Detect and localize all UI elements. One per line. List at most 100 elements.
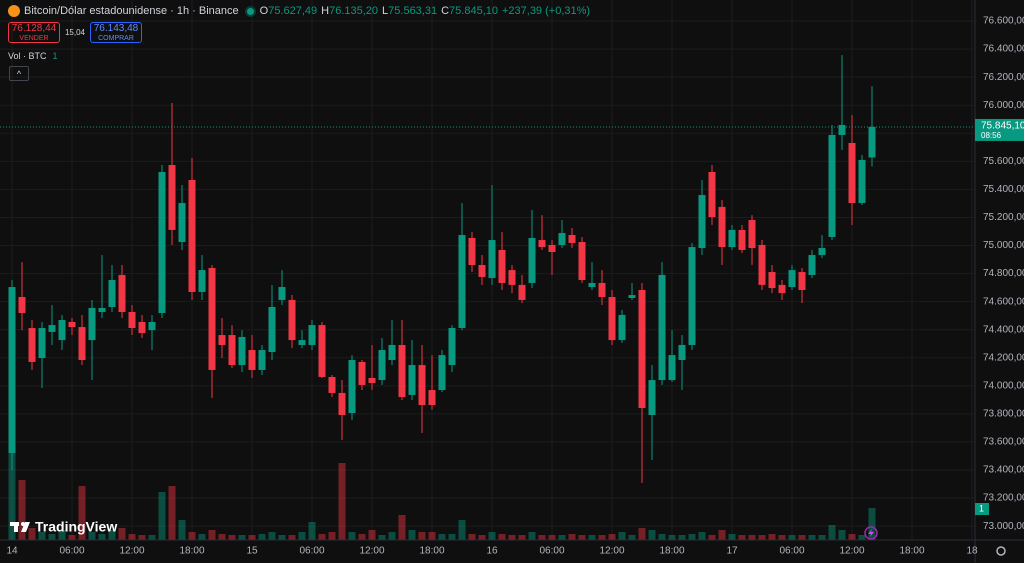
candle-body [198, 270, 206, 292]
candle-body [598, 282, 606, 298]
ohlc-value: 75.563,31 [388, 5, 438, 17]
volume-legend-label: Vol · BTC [8, 51, 47, 61]
candle-body [268, 306, 276, 353]
volume-bar [198, 534, 206, 540]
sell-price: 76.128,44 [11, 23, 57, 34]
last-price-label: 75.845,10 [981, 121, 1024, 132]
candle-body [258, 350, 266, 370]
x-tick-label: 06:00 [539, 546, 564, 557]
volume-bar [538, 535, 546, 540]
candle-body [218, 335, 226, 345]
watermark-text: TradingView [35, 519, 117, 535]
candle-body [478, 265, 486, 277]
volume-bar [448, 534, 456, 540]
candle-body [768, 272, 776, 289]
settings-icon[interactable] [996, 546, 1006, 556]
volume-bar [738, 535, 746, 540]
volume-bar [358, 534, 366, 540]
candle-body [658, 274, 666, 381]
candle-body [458, 234, 466, 329]
volume-bar [728, 534, 736, 540]
candle-body [308, 325, 316, 345]
watermark: TradingView [10, 519, 117, 535]
candle-body [568, 234, 576, 243]
candle-body [278, 287, 286, 300]
volume-bar [158, 492, 166, 540]
candle-body [538, 240, 546, 248]
alert-icon[interactable] [864, 526, 878, 540]
volume-bar [868, 508, 876, 540]
alert-icon-bolt [868, 529, 874, 537]
candle-body [298, 340, 306, 345]
volume-legend: Vol · BTC 1 [8, 51, 58, 61]
volume-bar [168, 486, 176, 540]
candle-body [368, 377, 376, 384]
volume-bar [118, 528, 126, 540]
candle-body [758, 244, 766, 285]
symbol-header: Bitcoin/Dólar estadounidense · 1h · Bina… [8, 5, 594, 17]
candle-body [638, 289, 646, 408]
spread: 15,04 [64, 28, 86, 37]
y-tick-label: 75.200,00 [983, 212, 1024, 223]
x-tick-label: 18 [966, 546, 978, 557]
volume-bar [398, 515, 406, 540]
volume-bar [618, 532, 626, 540]
candle-body [238, 336, 246, 366]
x-tick-label: 17 [726, 546, 738, 557]
y-tick-label: 75.600,00 [983, 156, 1024, 167]
candle-body [808, 255, 816, 275]
buy-button[interactable]: 76.143,48 COMPRAR [90, 22, 142, 43]
volume-bar [518, 535, 526, 540]
candle-body [798, 272, 806, 290]
volume-bar [78, 486, 86, 540]
collapse-button[interactable]: ^ [9, 66, 29, 81]
candle-body [748, 219, 756, 249]
volume-bar [138, 535, 146, 540]
candle-body [668, 355, 676, 381]
candle-body [78, 327, 86, 360]
candle-body [418, 365, 426, 406]
candle-body [138, 321, 146, 334]
candle-layer [0, 54, 975, 484]
volume-legend-value: 1 [52, 51, 58, 61]
candle-body [118, 274, 126, 313]
volume-bar [508, 535, 516, 540]
candle-body [718, 206, 726, 248]
x-tick-label: 18:00 [899, 546, 924, 557]
candle-body [628, 295, 636, 298]
symbol-title[interactable]: Bitcoin/Dólar estadounidense · 1h · Bina… [24, 5, 239, 17]
volume-bar [648, 530, 656, 540]
volume-bar [318, 534, 326, 540]
candle-body [58, 320, 66, 341]
candle-body [228, 335, 236, 366]
volume-bar [838, 530, 846, 540]
sell-button[interactable]: 76.128,44 VENDER [8, 22, 60, 43]
candle-body [868, 126, 876, 158]
candle-body [188, 180, 196, 292]
candle-body [448, 328, 456, 366]
x-tick-label: 15 [246, 546, 258, 557]
volume-bar [258, 534, 266, 540]
volume-bar [668, 535, 676, 540]
volume-bar [128, 534, 136, 540]
candle-body [578, 242, 586, 281]
ohlc-value: 75.845,10 [449, 5, 498, 17]
y-tick-label: 76.200,00 [983, 72, 1024, 83]
volume-bar [558, 535, 566, 540]
candle-body [828, 134, 836, 237]
volume-bar [798, 535, 806, 540]
volume-bar [438, 534, 446, 540]
volume-bar [248, 535, 256, 540]
candle-body [648, 380, 656, 415]
y-tick-label: 73.000,00 [983, 521, 1024, 532]
candle-body [508, 270, 516, 285]
candle-body [168, 164, 176, 230]
candle-body [488, 240, 496, 279]
y-tick-label: 74.200,00 [983, 352, 1024, 363]
candle-body [328, 376, 336, 393]
volume-bar [308, 522, 316, 540]
candle-body [358, 361, 366, 385]
grid-layer [0, 0, 975, 540]
volume-bar [378, 535, 386, 540]
